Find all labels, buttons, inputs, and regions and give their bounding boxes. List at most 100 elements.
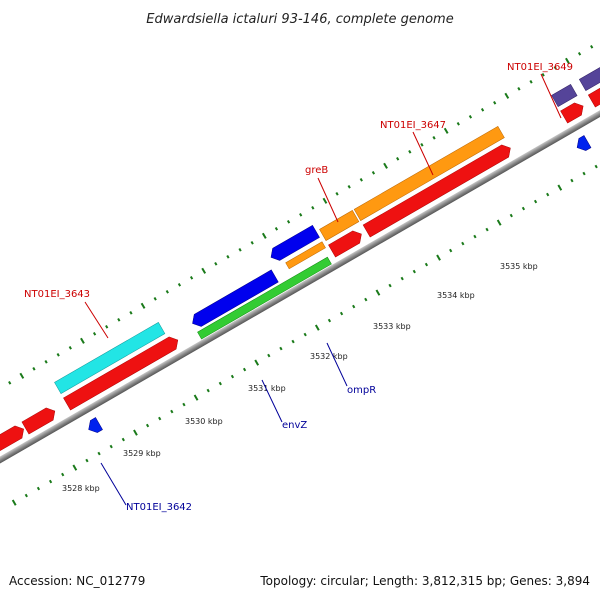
tick-label-3535: 3535 kbp [500,262,538,271]
upper-tick [396,157,400,161]
lower-tick [496,219,502,226]
upper-tick [80,337,85,344]
lower-tick [485,227,489,232]
callout-line-nt3642 [100,462,127,506]
upper-tick [226,255,230,259]
gene-nt3647[interactable] [353,126,505,221]
upper-tick [577,52,582,56]
gene-labels: NT01EI_3643 greB NT01EI_3647 NT01EI_3649… [24,62,573,513]
lower-tick [24,493,28,498]
upper-tick [493,101,497,105]
gene-greB[interactable] [319,210,360,241]
lower-tick [158,416,162,421]
lower-tick [303,332,307,337]
upper-tick [140,302,146,309]
callout-line-nt3649 [540,73,562,119]
map-title: Edwardsiella ictaluri 93-146, complete g… [146,12,453,27]
lower-tick [170,409,174,414]
callout-line-envZ [261,379,283,423]
lower-tick [364,297,368,302]
upper-tick [517,87,521,91]
accession-text: Accession: NC_012779 [9,574,145,588]
lower-tick [48,479,53,484]
cds-reverse-right[interactable] [574,135,592,154]
lower-tick [473,234,477,239]
lower-tick [206,388,210,393]
upper-tick [68,346,72,350]
lower-tick [279,346,283,351]
tick-label-3534: 3534 kbp [437,291,475,300]
lower-tick [193,394,199,401]
reverse-features [85,135,592,436]
lower-tick [557,184,563,191]
cds-nt3649[interactable] [560,100,587,124]
lower-tick [327,318,332,323]
cds-nt3642[interactable] [85,417,103,436]
upper-tick [371,171,376,175]
lower-tick [339,311,344,316]
upper-tick [443,127,449,134]
gene-nt3643[interactable] [54,322,166,394]
label-nt3649[interactable]: NT01EI_3649 [507,62,573,73]
lower-tick [145,423,150,428]
gene-nt3649[interactable] [551,84,578,107]
upper-tick [541,73,545,77]
lower-tick [230,374,235,379]
lower-tick [461,241,465,246]
lower-tick [449,248,453,253]
upper-tick-row [8,45,594,385]
upper-tick [92,332,97,336]
cds-greB[interactable] [328,228,364,258]
upper-tick [250,241,254,245]
cds-forward-left-1[interactable] [0,423,27,454]
upper-tick [165,290,169,294]
lower-tick [546,192,550,197]
callout-line-nt3643 [84,301,109,339]
upper-tick [153,297,157,301]
cds-forward-left-2[interactable] [21,405,58,435]
cds-nt3647[interactable] [362,142,514,238]
upper-tick [19,372,25,379]
gene-ompR[interactable] [285,241,326,270]
label-greB[interactable]: greB [305,165,328,176]
lower-tick [570,178,574,183]
upper-tick [432,136,436,140]
gene-envZ[interactable] [197,256,332,340]
lower-tick-row [11,164,598,506]
upper-tick [32,367,36,371]
label-envZ[interactable]: envZ [282,420,307,431]
cds-forward-right[interactable] [587,80,600,108]
upper-tick [420,143,424,147]
lower-tick [352,304,356,309]
lower-tick [97,451,101,456]
tick-label-3529: 3529 kbp [123,449,161,458]
lower-tick [412,269,416,274]
label-nt3647[interactable]: NT01EI_3647 [380,120,446,131]
upper-tick [468,115,473,119]
lower-tick [291,339,295,344]
lower-tick [521,206,526,211]
lower-tick [36,486,41,491]
lower-tick [375,289,381,296]
lower-tick [85,458,89,463]
cds-envZ-upper[interactable] [189,269,279,330]
upper-tick [456,122,460,126]
lower-tick [424,262,429,267]
lower-tick [218,381,222,386]
lower-tick [133,429,138,436]
label-ompR[interactable]: ompR [347,385,376,396]
summary-text: Topology: circular; Length: 3,812,315 bp… [259,574,590,588]
upper-tick [504,92,510,99]
upper-tick [590,45,594,49]
label-nt3643[interactable]: NT01EI_3643 [24,289,90,300]
upper-tick [177,283,182,287]
gene-forward-right[interactable] [578,65,600,91]
lower-tick [267,353,271,358]
upper-tick [311,206,315,210]
lower-tick [11,499,17,506]
lower-tick [533,199,538,204]
cds-ompR[interactable] [267,224,320,263]
cds-nt3643[interactable] [63,334,181,411]
label-nt3642[interactable]: NT01EI_3642 [126,502,192,513]
